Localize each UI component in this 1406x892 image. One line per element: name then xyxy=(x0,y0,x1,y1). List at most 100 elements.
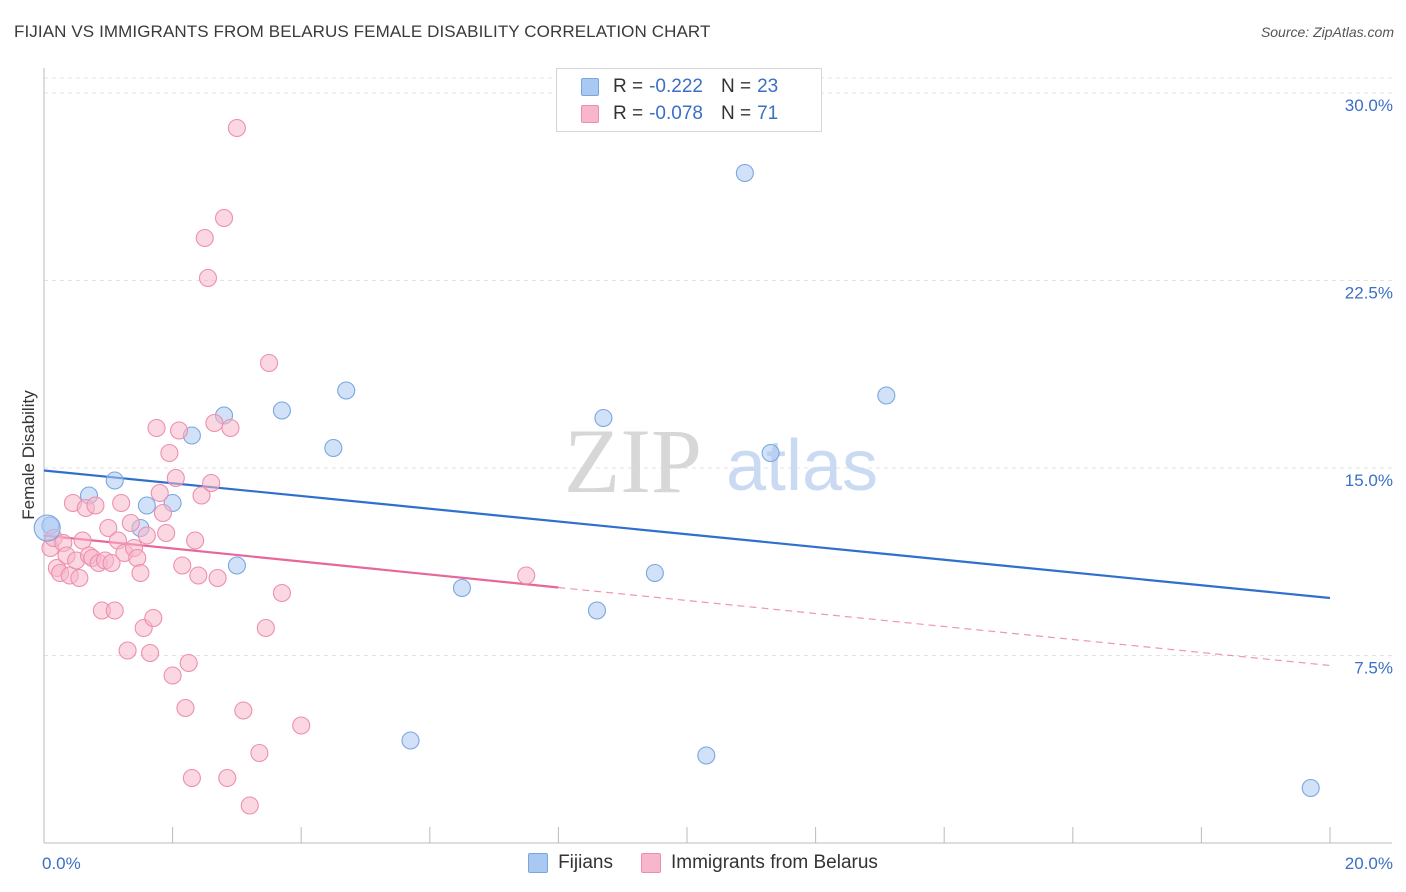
fijians-point xyxy=(401,731,420,750)
x-tick-label: 0.0% xyxy=(42,854,81,873)
fijians-point xyxy=(761,443,780,463)
belarus-point xyxy=(102,553,121,573)
fijians-point xyxy=(137,496,156,515)
n-label: N = xyxy=(720,76,752,97)
belarus-point xyxy=(259,353,279,373)
axes xyxy=(43,68,1392,844)
belarus-point xyxy=(208,568,227,588)
belarus-point xyxy=(227,118,246,138)
fijians-point xyxy=(594,408,613,428)
belarus-point xyxy=(157,523,176,543)
belarus-point xyxy=(189,566,208,585)
belarus-point xyxy=(70,568,89,588)
belarus-point xyxy=(256,618,275,638)
y-tick-label: 22.5% xyxy=(1345,284,1393,303)
fijians-point xyxy=(697,746,716,765)
belarus-trend-line-extension xyxy=(558,586,1331,667)
legend-item-fijians[interactable]: Fijians xyxy=(528,852,613,874)
belarus-point xyxy=(205,413,224,433)
legend-label-fijians: Fijians xyxy=(558,852,613,873)
belarus-point xyxy=(131,563,150,583)
n-value: 23 xyxy=(757,76,779,97)
belarus-point xyxy=(186,531,205,550)
belarus-point xyxy=(121,513,140,533)
n-value: 71 xyxy=(757,103,779,124)
belarus-point xyxy=(179,653,198,673)
belarus-point xyxy=(173,556,192,575)
r-label: R = xyxy=(613,76,644,97)
fijians-point xyxy=(337,381,356,400)
legend-item-belarus[interactable]: Immigrants from Belarus xyxy=(640,852,878,874)
fijians-point xyxy=(452,578,472,598)
series-legend: Fijians Immigrants from Belarus xyxy=(0,852,1406,874)
y-tick-label: 30.0% xyxy=(1345,96,1393,115)
chart-source: Source: ZipAtlas.com xyxy=(1260,24,1394,40)
belarus-point xyxy=(240,796,259,815)
belarus-point xyxy=(150,483,169,503)
belarus-point xyxy=(163,666,182,685)
fijians-point xyxy=(587,601,607,620)
fijians-point xyxy=(735,163,754,183)
belarus-point xyxy=(272,583,291,603)
belarus-point xyxy=(99,518,118,538)
belarus-point xyxy=(166,468,185,488)
belarus-point xyxy=(214,208,234,228)
belarus-legend-swatch xyxy=(640,853,661,873)
r-value: -0.078 xyxy=(649,103,703,124)
belarus-point xyxy=(105,601,124,620)
belarus-point xyxy=(128,548,147,568)
belarus-point xyxy=(517,566,536,585)
belarus-point xyxy=(169,421,189,440)
chart-title: FIJIAN VS IMMIGRANTS FROM BELARUS FEMALE… xyxy=(14,22,711,41)
n-label: N = xyxy=(720,103,752,124)
watermark-atlas: atlas xyxy=(726,426,878,506)
fijians-point xyxy=(1301,778,1320,798)
fijians-point xyxy=(105,471,124,490)
fijians-point xyxy=(227,556,246,575)
belarus-point xyxy=(141,643,160,663)
belarus-point xyxy=(182,768,201,788)
stats-legend-row-belarus: R = -0.078 N = 71 xyxy=(581,101,796,127)
belarus-point xyxy=(202,473,221,493)
fijians-point xyxy=(645,563,664,583)
belarus-point xyxy=(198,268,218,288)
fijians-point xyxy=(33,514,61,542)
belarus-point xyxy=(137,526,156,545)
belarus-point xyxy=(195,228,214,248)
y-tick-label: 15.0% xyxy=(1345,471,1393,490)
axis-labels: 7.5% 15.0% 22.5% 30.0% 0.0% 20.0% Female Disab… xyxy=(19,96,1393,873)
belarus-point xyxy=(176,698,195,718)
fijians-swatch xyxy=(581,78,599,96)
belarus-point xyxy=(292,716,311,735)
fijians-point xyxy=(272,401,291,420)
r-value: -0.222 xyxy=(649,76,703,97)
stats-legend: R = -0.222 N = 23 R = -0.078 N = 71 xyxy=(556,68,822,132)
belarus-point xyxy=(147,418,166,438)
belarus-point xyxy=(192,486,211,505)
legend-label-belarus: Immigrants from Belarus xyxy=(670,852,878,873)
fijians-legend-swatch xyxy=(528,853,549,873)
belarus-point xyxy=(86,496,105,515)
data-points xyxy=(33,118,1320,815)
belarus-point xyxy=(221,418,240,438)
fijians-point xyxy=(324,438,343,458)
fijians-point xyxy=(877,386,896,405)
belarus-point xyxy=(218,768,237,788)
stats-legend-row-fijians: R = -0.222 N = 23 xyxy=(581,74,796,100)
belarus-point xyxy=(160,443,179,463)
gridlines xyxy=(44,77,1392,656)
belarus-point xyxy=(250,743,269,763)
watermark: ZIP atlas xyxy=(564,410,878,512)
belarus-point xyxy=(112,493,131,513)
x-tick-label: 20.0% xyxy=(1345,854,1393,873)
belarus-swatch xyxy=(581,105,599,123)
watermark-zip: ZIP xyxy=(564,410,702,512)
belarus-point xyxy=(73,531,92,550)
y-axis-label: Female Disability xyxy=(19,390,38,520)
belarus-point xyxy=(144,608,163,628)
belarus-point xyxy=(153,503,173,523)
belarus-point xyxy=(118,641,137,660)
belarus-point xyxy=(234,701,253,720)
fijians-trend-line xyxy=(43,469,1331,600)
